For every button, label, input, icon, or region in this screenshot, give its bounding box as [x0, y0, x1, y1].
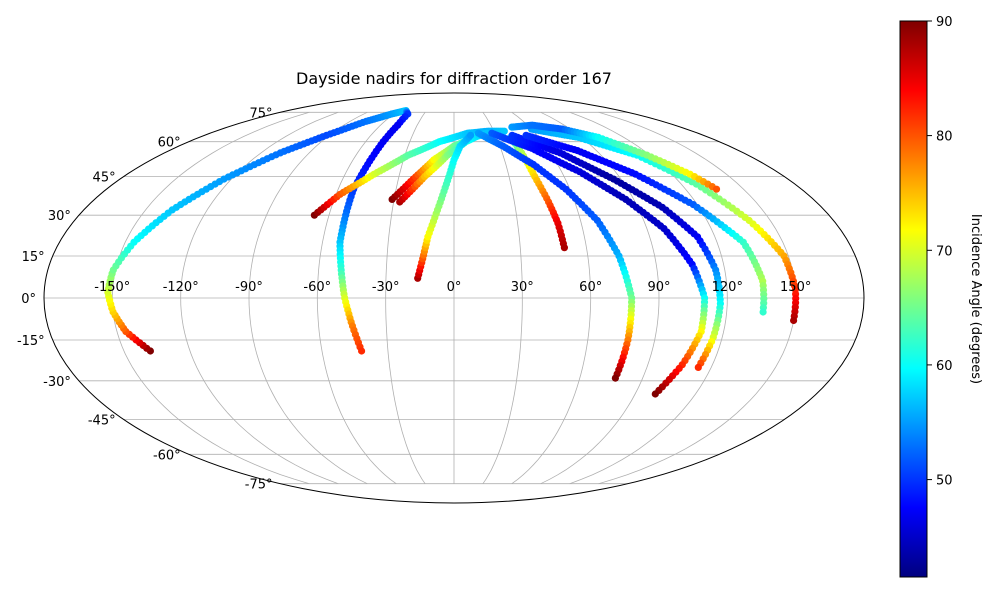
data-point — [560, 244, 569, 252]
lat-tick-label: -75° — [245, 478, 273, 493]
data-points — [104, 107, 800, 398]
chart-title: Dayside nadirs for diffraction order 167 — [296, 69, 612, 88]
lon-tick-label: -150° — [94, 280, 130, 295]
map-boundary — [43, 92, 865, 504]
data-point — [467, 131, 475, 139]
meridian-gridline — [482, 112, 523, 484]
lon-tick-label: 60° — [579, 280, 602, 295]
meridian-gridline — [385, 112, 426, 484]
meridian-gridline — [316, 111, 397, 485]
data-point — [611, 374, 620, 382]
lon-tick-label: -30° — [372, 280, 400, 295]
tick-labels: -150° -120° -90° -60° -30° 0° 30° 60° 90° 120° 150… — [17, 106, 811, 492]
data-point — [694, 363, 702, 371]
lon-tick-label: -90° — [235, 280, 263, 295]
lat-tick-label: -15° — [17, 334, 45, 349]
lon-tick-label: 0° — [447, 280, 462, 295]
lat-tick-label: -45° — [88, 413, 116, 428]
lon-tick-label: 150° — [780, 280, 811, 295]
colorbar-tick-label: 50 — [936, 474, 953, 489]
lon-tick-label: 120° — [712, 280, 743, 295]
data-point — [712, 185, 721, 193]
colorbar-tick-label: 90 — [936, 15, 953, 30]
data-point — [358, 347, 366, 355]
colorbar-tick-label: 70 — [936, 244, 953, 259]
colorbar-ticks: 50 60 70 80 90 — [927, 15, 953, 489]
data-point — [651, 390, 659, 398]
lon-tick-label: -120° — [163, 280, 199, 295]
lat-tick-label: -30° — [43, 375, 71, 390]
lat-tick-label: 75° — [249, 106, 272, 121]
meridian-gridline — [248, 111, 368, 485]
lat-tick-label: 0° — [21, 292, 36, 307]
lon-tick-label: 90° — [647, 280, 670, 295]
data-point — [790, 316, 798, 325]
lat-tick-label: 30° — [48, 209, 71, 224]
lat-tick-label: 45° — [93, 171, 116, 186]
meridian-gridline — [180, 111, 339, 485]
data-point — [500, 127, 508, 135]
colorbar-tick-label: 80 — [936, 130, 953, 145]
graticule — [44, 111, 864, 485]
lat-tick-label: 60° — [158, 136, 181, 151]
colorbar-label: Incidence Angle (degrees) — [968, 214, 983, 384]
lon-tick-label: -60° — [303, 280, 331, 295]
colorbar — [899, 20, 928, 578]
colorbar-tick-label: 60 — [936, 359, 953, 374]
lat-tick-label: -60° — [153, 448, 181, 463]
lat-tick-label: 15° — [22, 250, 45, 265]
lon-tick-label: 30° — [511, 280, 534, 295]
data-point — [759, 308, 767, 316]
